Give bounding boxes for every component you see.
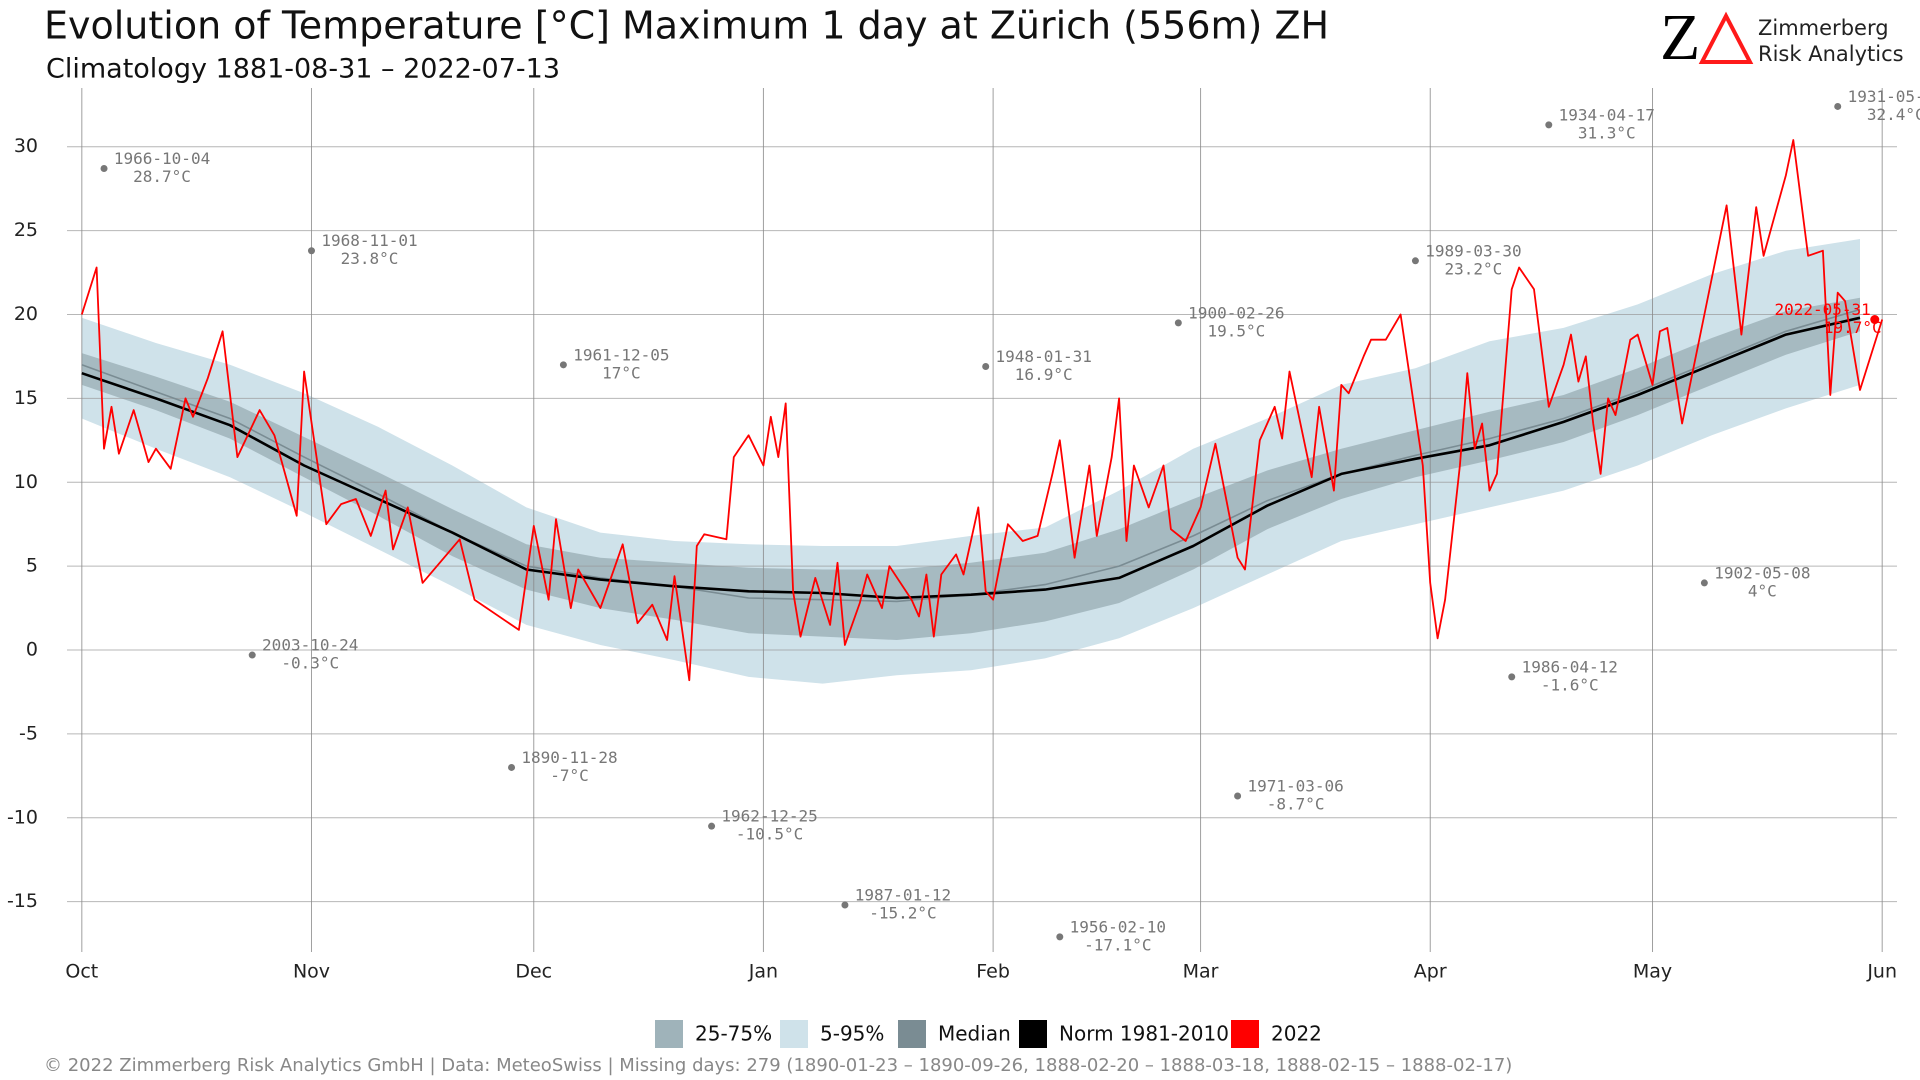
x-tick-label: Nov bbox=[293, 961, 330, 983]
footer: © 2022 Zimmerberg Risk Analytics GmbH | … bbox=[44, 1055, 1512, 1076]
legend-swatch bbox=[898, 1020, 926, 1048]
y-tick-label: 15 bbox=[14, 387, 38, 409]
legend-swatch bbox=[780, 1020, 808, 1048]
record-date: 1962-12-25 bbox=[721, 807, 817, 826]
y-tick-label: 25 bbox=[14, 219, 38, 241]
y-tick-label: 5 bbox=[26, 555, 38, 577]
record-value: -8.7°C bbox=[1267, 794, 1325, 813]
y-tick-label: -5 bbox=[19, 722, 38, 744]
x-tick-label: Apr bbox=[1414, 961, 1447, 983]
record-point bbox=[1545, 121, 1553, 129]
logo-triangle bbox=[1698, 11, 1754, 64]
record-date: 1971-03-06 bbox=[1247, 776, 1343, 795]
record-date: 1956-02-10 bbox=[1070, 917, 1166, 936]
record-value: 4°C bbox=[1748, 581, 1777, 600]
record-value: 23.8°C bbox=[341, 249, 399, 268]
record-value: -0.3°C bbox=[281, 654, 339, 673]
y-tick-label: 10 bbox=[14, 471, 38, 493]
record-point bbox=[508, 763, 516, 771]
record-point bbox=[248, 651, 256, 659]
record-date: 1931-05-26 bbox=[1848, 87, 1920, 106]
logo-letter: Z bbox=[1660, 1, 1700, 74]
record-point bbox=[982, 362, 990, 370]
legend-label: 2022 bbox=[1271, 1022, 1322, 1046]
x-tick-label: Mar bbox=[1183, 961, 1219, 983]
record-date: 1902-05-08 bbox=[1714, 563, 1810, 582]
legend-swatch bbox=[655, 1020, 683, 1048]
record-date: 1961-12-05 bbox=[573, 345, 669, 364]
record-value: 17°C bbox=[602, 363, 641, 382]
record-value: 23.2°C bbox=[1445, 259, 1503, 278]
record-value: 16.9°C bbox=[1015, 365, 1073, 384]
record-date: 1968-11-01 bbox=[321, 231, 417, 250]
y-tick-label: -10 bbox=[7, 806, 38, 828]
record-value: -17.1°C bbox=[1084, 935, 1151, 954]
series-line bbox=[81, 316, 1861, 600]
record-value: -1.6°C bbox=[1541, 675, 1599, 694]
record-point bbox=[841, 901, 849, 909]
record-value: -10.5°C bbox=[736, 825, 803, 844]
record-value: 19.5°C bbox=[1207, 321, 1265, 340]
record-date: 2003-10-24 bbox=[262, 636, 358, 655]
x-tick-label: May bbox=[1633, 961, 1672, 983]
record-date: 2022-05-31 bbox=[1774, 300, 1870, 319]
record-date: 1900-02-26 bbox=[1188, 303, 1284, 322]
record-point bbox=[307, 247, 315, 255]
record-point bbox=[1234, 792, 1242, 800]
legend-label: Median bbox=[938, 1022, 1011, 1046]
legend-swatch bbox=[1231, 1020, 1259, 1048]
band bbox=[81, 297, 1860, 640]
record-point bbox=[1056, 933, 1064, 941]
y-tick-label: -15 bbox=[7, 890, 38, 912]
record-value: 19.7°C bbox=[1824, 318, 1882, 337]
record-point bbox=[1700, 579, 1708, 587]
chart-subtitle: Climatology 1881-08-31 – 2022-07-13 bbox=[46, 54, 560, 85]
legend-label: 25-75% bbox=[695, 1022, 772, 1046]
record-point bbox=[1411, 257, 1419, 265]
record-value: 28.7°C bbox=[133, 167, 191, 186]
legend-swatch bbox=[1019, 1020, 1047, 1048]
record-date: 1989-03-30 bbox=[1425, 241, 1521, 260]
record-date: 1934-04-17 bbox=[1559, 105, 1655, 124]
y-tick-label: 0 bbox=[26, 639, 38, 661]
chart-title: Evolution of Temperature [°C] Maximum 1 … bbox=[44, 4, 1329, 48]
record-point bbox=[1870, 315, 1880, 325]
record-point bbox=[1508, 673, 1516, 681]
record-point bbox=[708, 822, 716, 830]
record-value: -15.2°C bbox=[869, 904, 936, 923]
logo-line: Risk Analytics bbox=[1758, 42, 1904, 66]
series-line bbox=[80, 139, 1884, 682]
legend: 25-75% 5-95% Median Norm 1981-2010 2022 bbox=[655, 1020, 1322, 1048]
record-date: 1890-11-28 bbox=[521, 748, 617, 767]
x-tick-label: Dec bbox=[515, 961, 552, 983]
record-value: 32.4°C bbox=[1867, 105, 1920, 124]
record-value: 31.3°C bbox=[1578, 123, 1636, 142]
x-tick-label: Jan bbox=[748, 961, 778, 983]
x-tick-label: Jun bbox=[1866, 961, 1897, 983]
record-date: 1986-04-12 bbox=[1522, 657, 1618, 676]
record-point bbox=[100, 165, 108, 173]
legend-label: Norm 1981-2010 bbox=[1059, 1022, 1229, 1046]
record-date: 1987-01-12 bbox=[855, 886, 951, 905]
record-point bbox=[1834, 102, 1842, 110]
x-tick-label: Feb bbox=[976, 961, 1010, 983]
record-date: 1966-10-04 bbox=[114, 149, 210, 168]
record-point bbox=[559, 361, 567, 369]
record-date: 1948-01-31 bbox=[996, 347, 1092, 366]
record-value: -7°C bbox=[550, 766, 589, 785]
logo-line: Zimmerberg bbox=[1758, 16, 1889, 40]
x-tick-label: Oct bbox=[65, 961, 98, 983]
record-point bbox=[1174, 319, 1182, 327]
legend-label: 5-95% bbox=[820, 1022, 884, 1046]
y-tick-label: 20 bbox=[14, 303, 38, 325]
y-tick-label: 30 bbox=[14, 135, 38, 157]
